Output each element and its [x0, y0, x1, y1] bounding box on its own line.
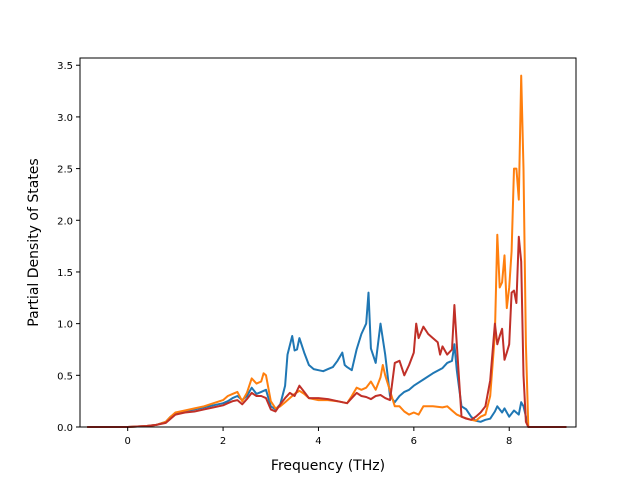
series-line-1 [87, 291, 567, 428]
x-axis: 0 2 4 6 8 [125, 427, 512, 447]
series-line-3 [87, 235, 567, 428]
y-tick-label: 3.5 [57, 61, 73, 72]
series-line-2 [87, 74, 567, 428]
x-tick-label: 4 [315, 436, 321, 447]
y-tick-label: 1.0 [57, 320, 73, 331]
y-tick-label: 2.5 [57, 165, 73, 176]
x-tick-label: 6 [411, 436, 417, 447]
plot-frame [79, 57, 577, 428]
y-axis: 0.0 0.5 1.0 1.5 2.0 2.5 3.0 3.5 [57, 61, 80, 434]
series-layer [87, 74, 567, 428]
x-tick-label: 2 [220, 436, 226, 447]
y-tick-label: 3.0 [57, 113, 73, 124]
y-axis-title: Partial Density of States [26, 158, 42, 326]
x-axis-title: Frequency (THz) [271, 458, 385, 474]
x-tick-label: 8 [506, 436, 512, 447]
y-tick-label: 0.0 [57, 423, 73, 434]
y-tick-label: 2.0 [57, 216, 73, 227]
y-tick-label: 0.5 [57, 371, 73, 382]
x-tick-label: 0 [125, 436, 131, 447]
y-tick-label: 1.5 [57, 268, 73, 279]
